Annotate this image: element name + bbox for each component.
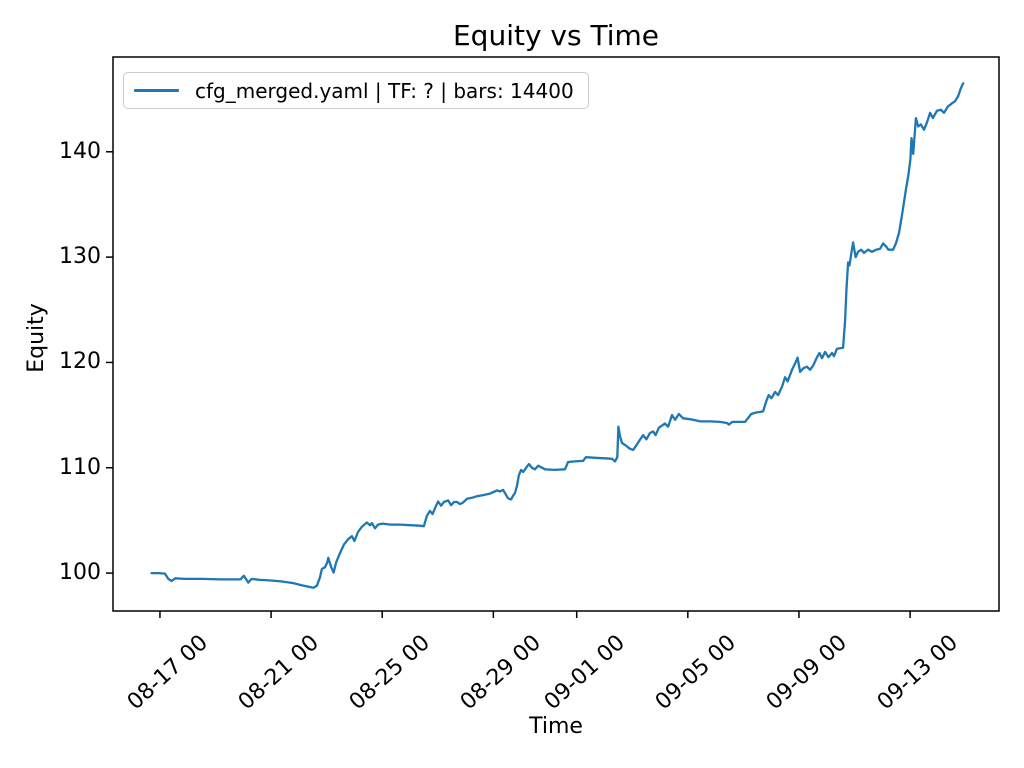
chart-title: Equity vs Time (452, 19, 660, 52)
legend-line-sample-icon (134, 89, 179, 92)
y-tick-label: 100 (59, 560, 101, 586)
y-tick-label: 140 (59, 138, 101, 164)
equity-line (150, 82, 965, 589)
y-tick-label: 120 (59, 349, 101, 375)
axis-ticks (106, 151, 911, 618)
legend: cfg_merged.yaml | TF: ? | bars: 14400 (123, 72, 589, 109)
y-tick-label: 110 (59, 454, 101, 480)
axes-spines (112, 56, 1000, 612)
x-axis-label: Time (529, 714, 583, 739)
y-tick-label: 130 (59, 244, 101, 270)
legend-label: cfg_merged.yaml | TF: ? | bars: 14400 (195, 78, 574, 103)
